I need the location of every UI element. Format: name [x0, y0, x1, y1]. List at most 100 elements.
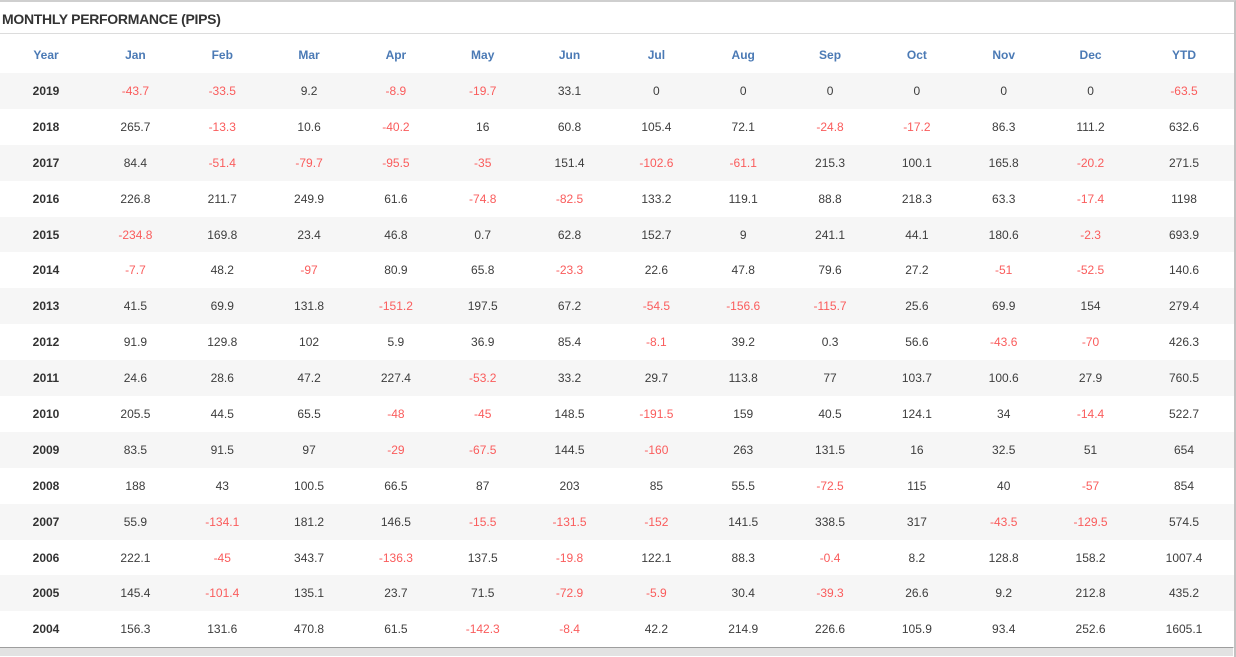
value-cell: 152.7 [641, 227, 672, 242]
value-cell: 46.8 [384, 227, 408, 242]
value-cell: 91.9 [123, 335, 148, 350]
value-cell: 188 [125, 478, 146, 493]
value-cell: 128.8 [988, 550, 1019, 565]
value-cell: 27.9 [1078, 371, 1103, 386]
year-cell: 2012 [32, 335, 60, 350]
value-cell: -52.5 [1076, 263, 1105, 278]
value-cell: 10.6 [297, 119, 321, 134]
value-cell: 212.8 [1075, 586, 1106, 601]
monthly-performance-table: Year Jan Feb Mar Apr May Jun Jul Aug Sep Oct Nov Dec… [0, 36, 1234, 648]
table-row-2011: 2011 24.6 28.6 47.2 227.4 -53.2 33.2 29.7 113.8 7… [0, 360, 1234, 397]
table-head: Year Jan Feb Mar Apr May Jun Jul Aug Sep Oct Nov Dec… [0, 36, 1234, 73]
value-cell: 760.5 [1168, 371, 1200, 386]
year-cell: 2014 [32, 263, 60, 278]
bottom-strip [0, 647, 1234, 657]
column-header-mar: Mar [265, 36, 353, 73]
value-cell: 61.6 [384, 191, 408, 206]
value-cell: 159 [733, 406, 754, 421]
year-cell: 2005 [32, 586, 60, 601]
value-cell: 265.7 [120, 119, 151, 134]
value-cell: -7.7 [125, 263, 146, 278]
value-cell: 181.2 [294, 514, 325, 529]
value-cell: -33.5 [208, 83, 236, 98]
value-cell: 47.2 [297, 371, 321, 386]
value-cell: -51 [995, 263, 1013, 278]
value-cell: 85.4 [557, 335, 582, 350]
value-cell: 129.8 [207, 335, 238, 350]
value-cell: 69.9 [992, 299, 1016, 314]
value-cell: 435.2 [1168, 586, 1200, 601]
value-cell: 0 [913, 83, 921, 98]
value-cell: 63.3 [992, 191, 1016, 206]
table-row-2015: 2015 -234.8 169.8 23.4 46.8 0.7 62.8 152.7 9 241.… [0, 216, 1234, 253]
value-cell: 39.2 [731, 335, 755, 350]
value-cell: 44.5 [210, 406, 234, 421]
value-cell: -67.5 [469, 442, 497, 457]
value-cell: 22.6 [644, 263, 669, 278]
value-cell: 124.1 [901, 406, 932, 421]
value-cell: -152 [644, 514, 669, 529]
value-cell: 141.5 [728, 514, 759, 529]
value-cell: 48.2 [210, 263, 234, 278]
value-cell: 102 [299, 335, 320, 350]
value-cell: -101.4 [205, 586, 240, 601]
value-cell: 144.5 [554, 442, 585, 457]
value-cell: -8.1 [646, 335, 667, 350]
value-cell: 135.1 [294, 586, 325, 601]
year-cell: 2009 [32, 442, 60, 457]
value-cell: 9 [739, 227, 747, 242]
value-cell: 16 [910, 442, 924, 457]
value-cell: 115 [907, 478, 927, 493]
value-cell: 169.8 [207, 227, 238, 242]
value-cell: 111.2 [1076, 119, 1105, 134]
value-cell: -57 [1081, 478, 1100, 493]
table-row-2013: 2013 41.5 69.9 131.8 -151.2 197.5 67.2 -54.5 -15… [0, 288, 1234, 325]
value-cell: 32.5 [992, 442, 1016, 457]
value-cell: 317 [906, 514, 927, 529]
value-cell: 140.6 [1168, 263, 1200, 278]
year-cell: 2019 [32, 83, 60, 98]
value-cell: 1198 [1171, 191, 1197, 206]
value-cell: 66.5 [384, 478, 408, 493]
value-cell: 97 [302, 442, 316, 457]
value-cell: 1605.1 [1165, 622, 1203, 637]
value-cell: 9.2 [995, 586, 1013, 601]
value-cell: -19.7 [469, 83, 497, 98]
value-cell: -51.4 [208, 155, 236, 170]
value-cell: -70 [1081, 335, 1100, 350]
value-cell: 131.6 [207, 622, 238, 637]
value-cell: 0 [1087, 83, 1094, 98]
value-cell: -43.5 [990, 514, 1018, 529]
value-cell: 67.2 [557, 299, 582, 314]
value-cell: -136.3 [378, 550, 413, 565]
value-cell: -2.3 [1080, 227, 1101, 242]
value-cell: -129.5 [1073, 514, 1108, 529]
value-cell: 854 [1173, 478, 1195, 493]
table-row-2014: 2014 -7.7 48.2 -97 80.9 65.8 -23.3 22.6 47.8 79.6… [0, 252, 1234, 289]
value-cell: 137.5 [467, 550, 498, 565]
value-cell: 33.2 [557, 371, 582, 386]
value-cell: 88.8 [818, 191, 842, 206]
value-cell: 146.5 [380, 514, 411, 529]
value-cell: -0.4 [819, 550, 841, 565]
value-cell: -95.5 [382, 155, 410, 170]
value-cell: -160 [644, 442, 669, 457]
value-cell: -97 [300, 263, 318, 278]
value-cell: 100.5 [294, 478, 325, 493]
year-cell: 2004 [32, 622, 60, 637]
value-cell: 103.7 [901, 371, 932, 386]
column-header-year: Year [0, 36, 92, 73]
value-cell: 16 [476, 119, 490, 134]
value-cell: 113.8 [728, 371, 758, 386]
value-cell: -61.1 [729, 155, 757, 170]
value-cell: -17.4 [1076, 191, 1105, 206]
table-row-2006: 2006 222.1 -45 343.7 -136.3 137.5 -19.8 122.1 88… [0, 539, 1234, 576]
value-cell: 9.2 [300, 83, 318, 98]
value-cell: 222.1 [120, 550, 151, 565]
value-cell: 47.8 [731, 263, 755, 278]
value-cell: -45 [474, 406, 492, 421]
column-header-apr: Apr [352, 36, 440, 73]
value-cell: 40 [997, 478, 1011, 493]
value-cell: -74.8 [469, 191, 497, 206]
value-cell: 23.4 [297, 227, 321, 242]
